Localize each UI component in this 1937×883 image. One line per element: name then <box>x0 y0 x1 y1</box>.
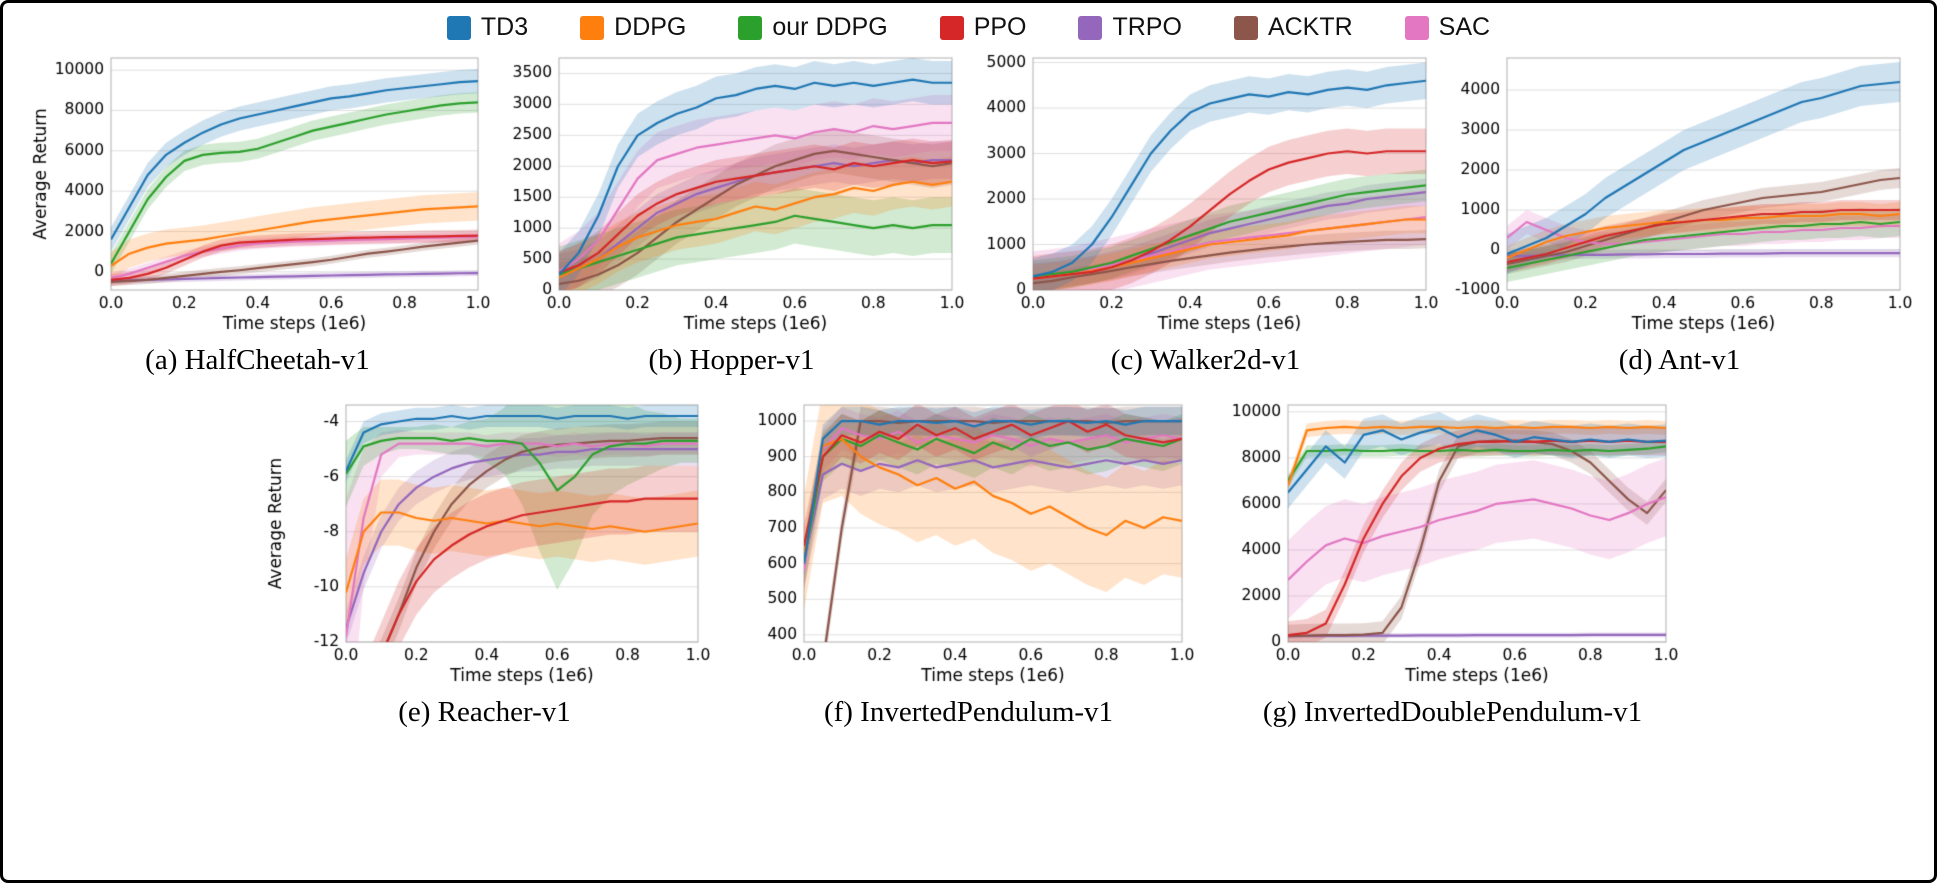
legend-item-ppo: PPO <box>939 13 1027 42</box>
chart-walker2d: (c) Walker2d-v1 <box>973 48 1438 377</box>
inverteddoublependulum-plot-canvas <box>1227 395 1678 690</box>
chart-caption-walker2d: (c) Walker2d-v1 <box>1110 344 1301 376</box>
chart-hopper: (b) Hopper-v1 <box>499 48 964 377</box>
hopper-plot-canvas <box>499 48 964 338</box>
legend-swatch-sac <box>1404 15 1429 40</box>
legend-item-our-ddpg: our DDPG <box>738 13 888 42</box>
chart-halfcheetah: (a) HalfCheetah-v1 <box>25 48 490 377</box>
legend-item-td3: TD3 <box>446 13 529 42</box>
chart-reacher: (e) Reacher-v1 <box>259 395 710 729</box>
legend-swatch-our-ddpg <box>738 15 763 40</box>
chart-caption-reacher: (e) Reacher-v1 <box>398 696 571 728</box>
chart-caption-ant: (d) Ant-v1 <box>1618 344 1741 376</box>
walker2d-plot-canvas <box>973 48 1438 338</box>
legend-label-our-ddpg: our DDPG <box>772 13 888 41</box>
chart-caption-halfcheetah: (a) HalfCheetah-v1 <box>145 344 370 376</box>
chart-invertedpendulum: (f) InvertedPendulum-v1 <box>743 395 1194 729</box>
ant-plot-canvas <box>1447 48 1912 338</box>
legend-label-ppo: PPO <box>973 13 1027 41</box>
legend-swatch-ppo <box>939 15 964 40</box>
chart-ant: (d) Ant-v1 <box>1447 48 1912 377</box>
chart-caption-hopper: (b) Hopper-v1 <box>648 344 815 376</box>
reacher-plot-canvas <box>259 395 710 690</box>
chart-inverteddoublependulum: (g) InvertedDoublePendulum-v1 <box>1227 395 1678 729</box>
legend: TD3 DDPG our DDPG PPO TRPO ACKTR SAC <box>3 13 1934 42</box>
charts-row-2: (e) Reacher-v1 (f) InvertedPendulum-v1 (… <box>3 395 1934 729</box>
legend-item-trpo: TRPO <box>1078 13 1182 42</box>
legend-item-ddpg: DDPG <box>580 13 686 42</box>
halfcheetah-plot-canvas <box>25 48 490 338</box>
charts-row-1: (a) HalfCheetah-v1 (b) Hopper-v1 (c) Wal… <box>3 48 1934 377</box>
legend-label-acktr: ACKTR <box>1267 13 1353 41</box>
legend-label-td3: TD3 <box>480 13 529 41</box>
legend-item-acktr: ACKTR <box>1233 13 1353 42</box>
legend-label-trpo: TRPO <box>1112 13 1182 41</box>
chart-caption-invertedpendulum: (f) InvertedPendulum-v1 <box>823 696 1114 728</box>
legend-swatch-acktr <box>1233 15 1258 40</box>
legend-swatch-trpo <box>1078 15 1103 40</box>
legend-item-sac: SAC <box>1404 13 1491 42</box>
legend-swatch-ddpg <box>580 15 605 40</box>
invertedpendulum-plot-canvas <box>743 395 1194 690</box>
chart-caption-inverteddoublependulum: (g) InvertedDoublePendulum-v1 <box>1262 696 1643 728</box>
legend-label-ddpg: DDPG <box>614 13 687 41</box>
legend-label-sac: SAC <box>1438 13 1491 41</box>
legend-swatch-td3 <box>446 15 471 40</box>
